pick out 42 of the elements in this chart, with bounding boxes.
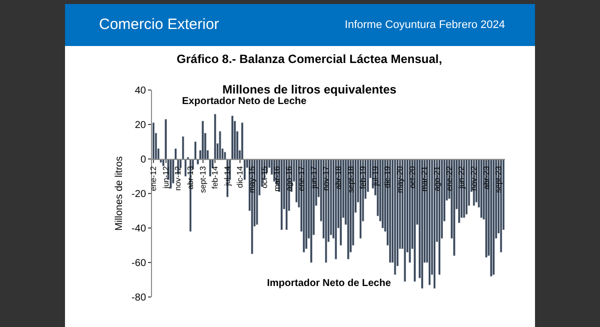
y-axis-title: Millones de litros [114,156,125,231]
x-tick-label: oct-15 [260,166,270,188]
x-tick-label: dic-14 [235,166,244,188]
x-tick-label: abr-18 [334,166,343,190]
x-tick-label: sept-18 [346,166,356,193]
y-tick-label: -40 [132,224,146,234]
x-tick-label: ene-22 [444,166,454,192]
x-tick-label: nov-12 [174,166,183,191]
x-tick-label: may-20 [396,166,405,193]
y-tick-label: -60 [132,258,146,269]
y-tick-label: -20 [132,189,146,200]
x-tick-label: jun-12 [161,166,170,190]
x-tick-label: sept-13 [198,166,208,193]
x-tick-label: jul-19 [370,166,380,187]
x-tick-label: sept-23 [494,166,504,193]
x-tick-label: nov-22 [470,166,479,191]
chart-title: Gráfico 8.- Balanza Comercial Láctea Mensual, [176,52,442,66]
y-tick-label: 40 [134,86,146,96]
x-tick-label: mar-16 [272,166,282,192]
x-tick-label: jun-22 [457,166,466,190]
x-tick-label: may-15 [248,166,257,193]
x-tick-label: ene-17 [296,166,306,192]
annotation: Importador Neto de Leche [267,278,392,289]
x-tick-label: feb-14 [210,166,220,189]
x-tick-label: oct-20 [408,166,417,188]
x-tick-label: abr-13 [186,166,196,190]
annotation: Exportador Neto de Leche [182,96,307,107]
x-tick-label: feb-19 [358,166,368,189]
y-tick-label: -80 [132,292,146,304]
x-tick-label: ago-21 [432,166,442,192]
y-tick-label: 0 [140,154,146,166]
x-tick-label: dic-19 [383,166,392,188]
x-tick-label: jul-14 [223,166,232,187]
x-tick-label: ago-16 [284,166,294,192]
y-tick-label: 20 [134,120,146,131]
x-tick-label: abr-23 [482,166,491,190]
header-banner: Comercio Exterior Informe Coyuntura Febrero 2024 [65,4,535,46]
x-tick-label: mar-21 [420,166,430,192]
x-tick-label: ene-12 [149,166,158,192]
chart-subtitle: Millones de litros equivalentes [222,82,397,96]
x-tick-label: nov-17 [322,166,331,191]
x-tick-label: jun-17 [309,166,318,190]
